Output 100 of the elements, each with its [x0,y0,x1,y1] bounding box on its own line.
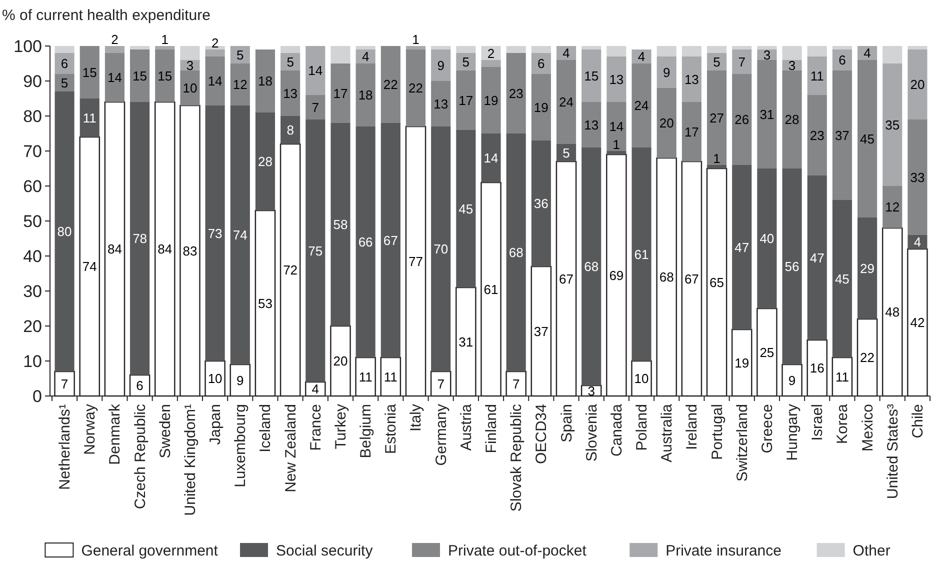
bar [782,46,802,60]
data-label: 80 [57,224,72,240]
bar [356,46,376,50]
x-tick-label: Luxembourg [232,404,250,488]
bar [356,64,376,126]
bar [682,46,702,56]
x-tick-label: Italy [408,404,425,432]
bar [782,168,802,364]
bar [531,74,551,140]
data-label: 24 [559,94,574,110]
bar [807,176,827,340]
bar [656,88,676,158]
bar [481,134,501,182]
data-label: 23 [810,128,824,143]
bar [330,123,350,326]
data-label: 37 [834,128,850,143]
y-tick-label: 90 [23,72,42,91]
bar [180,70,200,106]
x-tick-label: Canada [608,403,626,457]
bar [757,46,777,50]
bar [807,56,827,95]
bar [330,46,350,64]
data-label: 7 [512,376,520,392]
data-label: 11 [358,369,372,384]
bar [54,53,74,74]
data-label: 68 [508,245,524,260]
bar [606,46,626,56]
data-label: 12 [232,77,248,92]
data-label: 84 [107,242,122,257]
x-tick-label: Belgium [358,404,375,458]
data-label: 72 [283,262,298,278]
legend-label: Social security [276,542,374,560]
bar [306,120,326,382]
bar [255,112,276,210]
bar [606,102,626,151]
data-label: 13 [684,72,699,87]
bar [380,123,400,358]
bar [531,53,551,74]
legend-label: General government [81,542,219,560]
bar [481,46,501,60]
data-label: 9 [788,372,796,388]
bar [130,46,150,50]
data-label: 61 [634,246,649,262]
bar [632,50,652,64]
data-label: 35 [885,117,900,132]
bar [230,106,250,364]
bar [431,46,451,50]
bar [130,50,150,102]
data-label: 19 [484,92,498,108]
bar [706,46,727,53]
data-label: 9 [437,58,444,73]
x-tick-label: Germany [432,404,450,466]
x-tick-label: Ireland [684,404,701,450]
data-label: 40 [760,231,774,246]
bar [356,126,376,358]
data-label: 31 [760,106,774,122]
data-label: 70 [434,242,448,257]
bar [230,64,250,106]
bar [582,46,602,50]
data-label: 20 [333,354,348,369]
data-label: 13 [584,117,599,132]
data-label: 45 [458,201,474,216]
bar [506,134,526,372]
data-label: 3 [763,47,771,62]
data-label: 27 [710,110,724,126]
data-label: 74 [232,228,248,243]
data-label: 84 [158,242,172,257]
bar [506,46,526,53]
bar [54,92,74,372]
y-tick-label: 60 [23,176,42,196]
x-tick-label: Japan [207,404,224,445]
bar [858,218,878,319]
bar [807,46,827,56]
bar [908,120,928,235]
x-tick-label: Korea [834,403,852,444]
bar [908,50,928,120]
data-label: 67 [684,271,699,286]
data-label: 13 [283,86,298,101]
bar [481,67,501,134]
bar [380,46,400,123]
bar [431,81,451,126]
bar [205,56,225,106]
bar [280,116,300,144]
data-label: 8 [286,122,294,138]
data-label: 12 [885,200,900,215]
x-tick-label: Mexico [859,404,876,452]
data-label: 68 [659,270,674,285]
data-label: 7 [437,376,444,392]
bar [456,46,476,53]
data-label: 4 [362,49,370,64]
data-label: 22 [383,77,398,92]
x-tick-label: Norway [82,404,99,455]
bar [732,165,752,330]
data-label: 11 [835,369,849,384]
data-label: 4 [914,234,922,250]
bar [205,50,225,56]
bar [782,70,802,168]
y-tick-label: 10 [23,352,42,371]
bar [54,74,74,92]
data-label: 5 [713,54,720,70]
